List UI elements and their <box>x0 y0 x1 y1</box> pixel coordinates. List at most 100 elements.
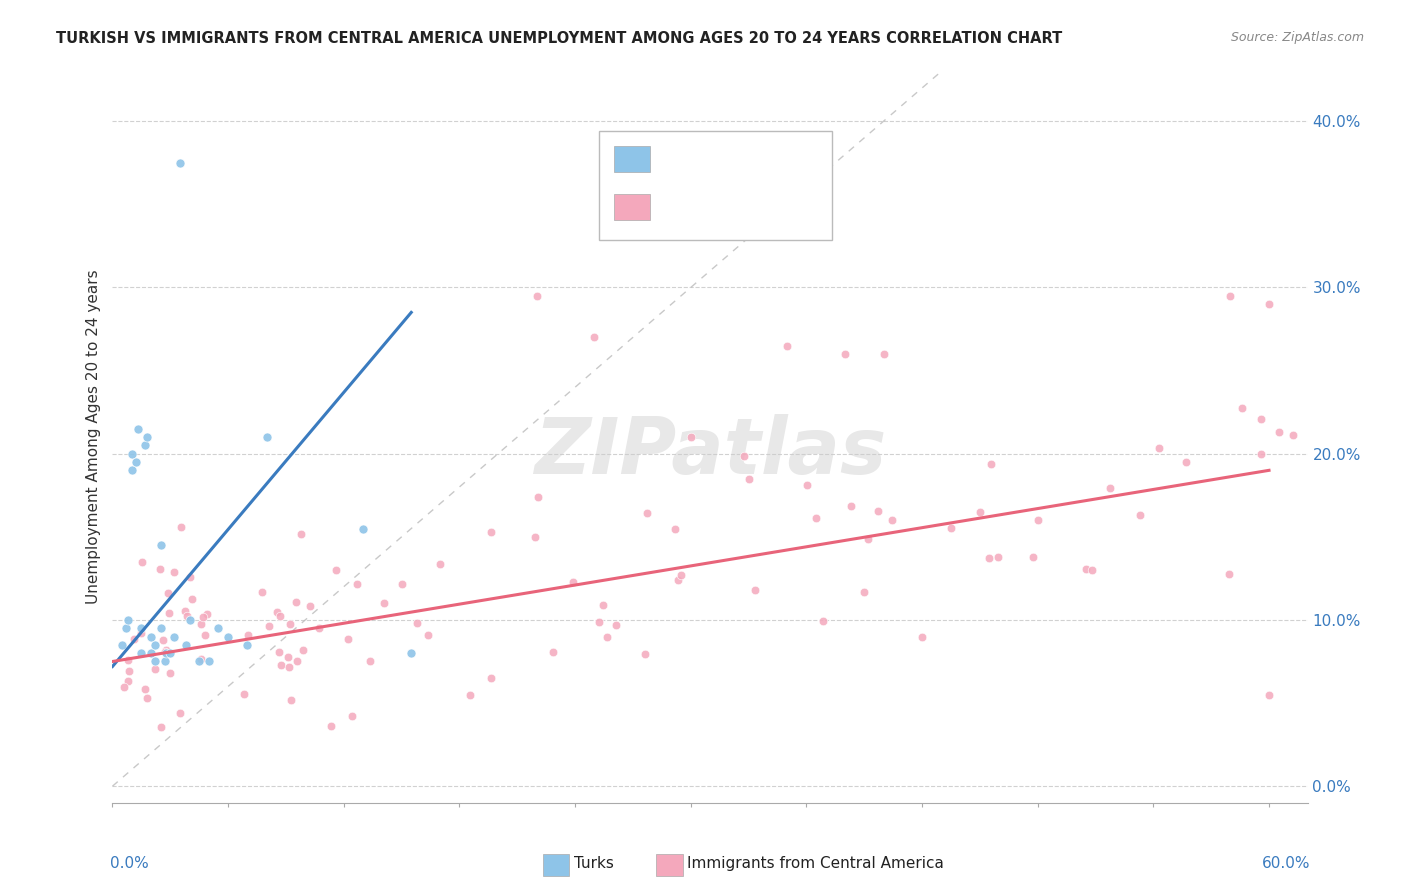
Point <box>179 569 201 583</box>
Point <box>170 519 193 533</box>
Point <box>325 563 347 577</box>
Point <box>839 499 862 513</box>
Point <box>340 709 363 723</box>
Point <box>664 522 686 536</box>
Point <box>911 630 934 644</box>
Bar <box>543 854 569 876</box>
Point <box>1026 513 1049 527</box>
Point <box>290 527 312 541</box>
Point <box>605 618 627 632</box>
Point <box>321 719 343 733</box>
Point <box>285 595 308 609</box>
Point <box>149 621 172 635</box>
Point <box>269 608 291 623</box>
Point <box>191 610 214 624</box>
Point <box>143 638 166 652</box>
Point <box>526 289 548 303</box>
FancyBboxPatch shape <box>599 131 832 240</box>
Point <box>733 449 755 463</box>
Point <box>112 680 135 694</box>
Point <box>1147 441 1170 455</box>
Point <box>238 628 260 642</box>
Point <box>122 632 145 646</box>
Bar <box>657 854 682 876</box>
Point <box>1258 297 1281 311</box>
Point <box>872 347 894 361</box>
Point <box>1175 455 1198 469</box>
Point <box>479 524 502 539</box>
Point <box>169 155 191 169</box>
Point <box>634 647 657 661</box>
Point <box>143 662 166 676</box>
Point <box>163 565 186 579</box>
Point <box>458 688 481 702</box>
Point <box>1218 566 1240 581</box>
Point <box>121 447 143 461</box>
Point <box>1081 564 1104 578</box>
Text: Source: ZipAtlas.com: Source: ZipAtlas.com <box>1230 31 1364 45</box>
Point <box>190 652 212 666</box>
Text: 60.0%: 60.0% <box>1261 856 1310 871</box>
Point <box>804 510 827 524</box>
Point <box>118 665 141 679</box>
Point <box>852 585 875 599</box>
Point <box>359 654 381 668</box>
Point <box>134 438 156 452</box>
Point <box>198 655 221 669</box>
Text: N = 102: N = 102 <box>749 198 817 212</box>
Point <box>136 430 159 444</box>
Point <box>143 655 166 669</box>
Point <box>136 691 159 706</box>
Point <box>1022 550 1045 565</box>
Point <box>269 644 291 658</box>
Text: ZIPatlas: ZIPatlas <box>534 414 886 490</box>
Point <box>969 505 991 519</box>
Point <box>666 573 689 587</box>
Point <box>280 693 302 707</box>
Point <box>131 621 153 635</box>
Point <box>277 660 299 674</box>
Point <box>1219 289 1241 303</box>
Point <box>188 655 211 669</box>
Point <box>278 617 301 632</box>
Point <box>391 577 413 591</box>
Point <box>744 582 766 597</box>
Point <box>232 687 254 701</box>
Point <box>429 558 451 572</box>
Point <box>868 504 890 518</box>
Point <box>596 630 619 644</box>
Point <box>939 521 962 535</box>
Point <box>352 521 374 535</box>
Point <box>150 720 173 734</box>
Text: Immigrants from Central America: Immigrants from Central America <box>688 856 945 871</box>
Point <box>156 586 179 600</box>
Point <box>1230 401 1253 416</box>
Point <box>406 616 429 631</box>
Point <box>583 330 606 344</box>
Point <box>155 645 177 659</box>
Point <box>250 585 273 599</box>
Point <box>527 490 550 504</box>
Point <box>1268 425 1291 439</box>
Point <box>153 655 176 669</box>
Point <box>179 613 201 627</box>
Point <box>285 654 308 668</box>
Bar <box>614 194 650 219</box>
Text: 0.0%: 0.0% <box>110 856 149 871</box>
Point <box>776 338 799 352</box>
Point <box>882 513 904 527</box>
Point <box>737 472 759 486</box>
Point <box>117 652 139 666</box>
Point <box>152 633 174 648</box>
Point <box>217 630 239 644</box>
Point <box>117 613 139 627</box>
Point <box>1258 688 1281 702</box>
Point <box>1250 447 1272 461</box>
Point <box>163 630 186 644</box>
Point <box>157 606 180 620</box>
Point <box>121 463 143 477</box>
Point <box>636 506 658 520</box>
Point <box>679 430 702 444</box>
Point <box>111 638 134 652</box>
Point <box>155 646 177 660</box>
